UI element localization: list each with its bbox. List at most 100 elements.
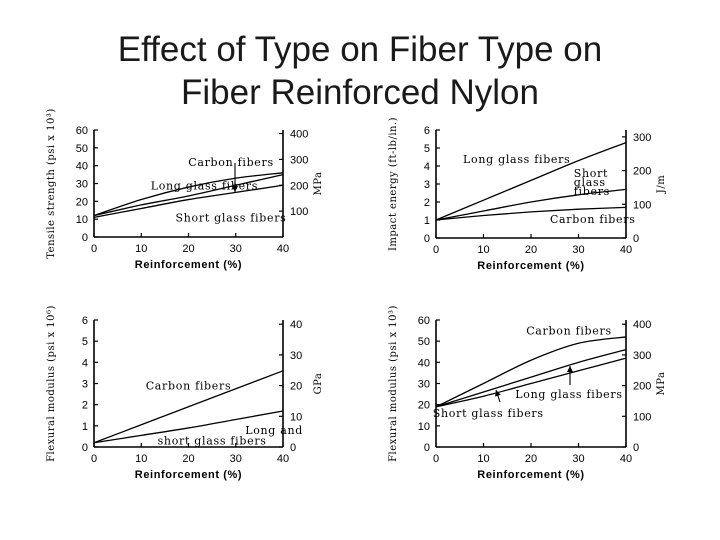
annotation-label: Short [574, 167, 608, 180]
annotation-label: Carbon fibers [146, 380, 232, 393]
y2-tick-label: 300 [633, 132, 651, 144]
y2-axis-label: J/m [656, 175, 667, 194]
annotation-label: Long and [245, 424, 303, 437]
y-tick-label: 30 [418, 379, 430, 391]
y-axis-label: Impact energy (ft-lb/in.) [388, 117, 399, 251]
x-axis-label: Reinforcement (%) [477, 469, 584, 481]
annotation-label: fibers [574, 185, 610, 198]
y-tick-label: 50 [418, 336, 430, 348]
y-tick-label: 40 [76, 161, 88, 173]
x-tick-label: 40 [277, 243, 289, 255]
x-tick-label: 20 [525, 244, 537, 256]
y-tick-label: 60 [418, 315, 430, 327]
y2-axis-label: GPa [313, 373, 324, 395]
y2-tick-label: 0 [633, 233, 639, 245]
y2-tick-label: 40 [290, 319, 302, 331]
series-line-2 [435, 349, 627, 408]
figure-panel [38, 120, 638, 482]
annotation-label: Long glass fibers [515, 388, 622, 401]
y-tick-label: 30 [76, 179, 88, 191]
y-tick-label: 2 [82, 400, 88, 412]
y2-tick-label: 100 [633, 411, 651, 423]
annotation-label: Short glass fibers [433, 407, 544, 420]
series-line-1 [435, 141, 627, 221]
y-tick-label: 4 [82, 357, 88, 369]
x-tick-label: 30 [230, 243, 242, 255]
y2-tick-label: 200 [633, 381, 651, 393]
y-tick-label: 20 [418, 400, 430, 412]
y2-tick-label: 20 [290, 381, 302, 393]
series-line-1 [93, 370, 284, 444]
x-tick-label: 0 [433, 453, 439, 465]
y-tick-label: 4 [424, 161, 430, 173]
leader-arrow-head [232, 186, 238, 192]
x-tick-label: 30 [572, 453, 584, 465]
y-tick-label: 10 [418, 421, 430, 433]
annotation-label: Carbon fibers [188, 156, 274, 169]
slide-title: Effect of Type on Fiber Type on Fiber Re… [0, 28, 720, 114]
y-axis-label: Tensile strength (psi x 10³) [46, 108, 57, 258]
x-tick-label: 0 [91, 243, 97, 255]
y2-axis-label: MPa [656, 372, 667, 396]
y2-tick-label: 30 [290, 350, 302, 362]
y-tick-label: 5 [424, 143, 430, 155]
annotation-label: short glass fibers [158, 435, 267, 448]
y2-tick-label: 400 [290, 129, 308, 141]
series-line-2 [93, 410, 284, 444]
x-tick-label: 0 [433, 244, 439, 256]
series-line-3 [93, 184, 284, 219]
y-tick-label: 10 [76, 214, 88, 226]
y-tick-label: 50 [76, 143, 88, 155]
annotation-label: Carbon fibers [550, 213, 636, 226]
y-tick-label: 5 [82, 336, 88, 348]
y-tick-label: 0 [424, 233, 430, 245]
annotation-label: Long glass fibers [463, 153, 570, 166]
y2-tick-label: 0 [290, 442, 296, 454]
x-tick-label: 40 [277, 453, 289, 465]
x-tick-label: 20 [182, 453, 194, 465]
y-tick-label: 60 [76, 125, 88, 137]
y-tick-label: 40 [418, 357, 430, 369]
series-line-3 [435, 206, 627, 221]
y-tick-label: 3 [82, 379, 88, 391]
y2-tick-label: 400 [633, 319, 651, 331]
series-line-2 [435, 188, 627, 221]
x-tick-label: 20 [182, 243, 194, 255]
y-tick-label: 1 [82, 421, 88, 433]
x-tick-label: 30 [230, 453, 242, 465]
x-tick-label: 10 [477, 244, 489, 256]
x-axis-label: Reinforcement (%) [477, 260, 584, 272]
y2-tick-label: 100 [290, 206, 308, 218]
slide-title-line-2: Fiber Reinforced Nylon [181, 73, 539, 112]
y-tick-label: 2 [424, 197, 430, 209]
annotation-label: Long glass fibers [151, 179, 258, 192]
annotation-label: Short glass fibers [176, 211, 287, 224]
y-axis-label: Flexural modulus (psi x 10⁶) [46, 305, 57, 462]
series-line-3 [435, 357, 627, 408]
y-tick-label: 1 [424, 215, 430, 227]
y-tick-label: 0 [82, 442, 88, 454]
y-tick-label: 3 [424, 179, 430, 191]
x-tick-label: 40 [620, 453, 632, 465]
x-axis-label: Reinforcement (%) [135, 259, 242, 271]
y-tick-label: 0 [82, 232, 88, 244]
y-axis-label: Flexural modulus (psi x 10³) [388, 305, 399, 462]
x-tick-label: 10 [135, 243, 147, 255]
series-line-2 [93, 172, 284, 217]
x-axis-label: Reinforcement (%) [135, 469, 242, 481]
y2-axis-label: MPa [313, 172, 324, 196]
x-tick-label: 20 [525, 453, 537, 465]
annotation-label: Carbon fibers [526, 325, 612, 338]
chart-1: 0 10 20 30 400102030405060100200300400Reinfo… [46, 108, 324, 271]
x-tick-label: 0 [91, 453, 97, 465]
leader-arrow-head [495, 390, 501, 397]
x-tick-label: 10 [135, 453, 147, 465]
chart-2: 0 10 20 30 4001234560100200300Reinforcement … [388, 117, 667, 272]
annotation-label: glass [574, 176, 606, 189]
y2-tick-label: 200 [633, 166, 651, 178]
y2-tick-label: 100 [633, 199, 651, 211]
slide-title-line-1: Effect of Type on Fiber Type on [117, 30, 603, 69]
y2-tick-label: 300 [633, 350, 651, 362]
